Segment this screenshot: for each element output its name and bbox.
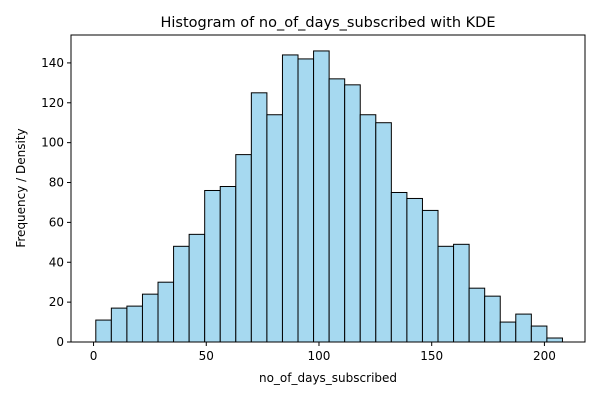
histogram-bar bbox=[375, 122, 392, 343]
histogram-bar bbox=[530, 325, 548, 343]
x-tick-label: 150 bbox=[420, 349, 443, 363]
histogram-bar bbox=[188, 233, 206, 343]
y-tick-label: 140 bbox=[41, 56, 64, 70]
x-axis-label: no_of_days_subscribed bbox=[259, 371, 397, 385]
histogram-bar bbox=[173, 245, 190, 343]
histogram-bar bbox=[421, 209, 439, 343]
y-tick-label: 100 bbox=[41, 136, 64, 150]
histogram-bar bbox=[219, 186, 237, 343]
histogram-bar bbox=[390, 191, 408, 343]
histogram-bar bbox=[110, 307, 128, 343]
histogram-bar bbox=[468, 287, 486, 343]
plot-area-frame bbox=[70, 34, 586, 343]
x-tick-label: 0 bbox=[90, 349, 98, 363]
histogram-bar bbox=[266, 114, 283, 343]
ticks-layer: 0 50 100 150 200 0 20 40 60 80 100 120 140 bbox=[41, 56, 556, 363]
y-tick-label: 40 bbox=[49, 255, 64, 269]
histogram-bar bbox=[95, 319, 112, 343]
histogram-bar bbox=[453, 243, 470, 343]
histogram-bar bbox=[157, 281, 175, 343]
histogram-bar bbox=[297, 58, 315, 343]
histogram-bar bbox=[499, 321, 517, 343]
histogram-bar bbox=[204, 189, 221, 343]
histogram-bar bbox=[281, 54, 299, 343]
histogram-bar bbox=[328, 78, 346, 343]
y-tick-label: 80 bbox=[49, 176, 64, 190]
bars-layer bbox=[95, 50, 563, 343]
chart-title: Histogram of no_of_days_subscribed with … bbox=[160, 15, 495, 31]
histogram-bar bbox=[126, 305, 143, 343]
y-tick-label: 120 bbox=[41, 96, 64, 110]
histogram-bar bbox=[406, 197, 423, 343]
histogram-bar bbox=[546, 337, 563, 343]
histogram-bar bbox=[484, 295, 501, 343]
x-tick-label: 100 bbox=[308, 349, 331, 363]
histogram-bar bbox=[141, 293, 159, 343]
histogram-bar bbox=[250, 92, 268, 343]
x-tick-label: 200 bbox=[533, 349, 556, 363]
histogram-bar bbox=[515, 313, 532, 343]
y-tick-label: 60 bbox=[49, 215, 64, 229]
x-tick-label: 50 bbox=[199, 349, 214, 363]
y-axis-label: Frequency / Density bbox=[14, 128, 28, 247]
histogram-bar bbox=[359, 114, 377, 343]
y-tick-label: 0 bbox=[56, 335, 64, 349]
histogram-bar bbox=[235, 154, 252, 343]
histogram-bar bbox=[344, 84, 361, 343]
y-tick-label: 20 bbox=[49, 295, 64, 309]
histogram-bar bbox=[313, 50, 330, 343]
histogram-bar bbox=[437, 245, 455, 343]
